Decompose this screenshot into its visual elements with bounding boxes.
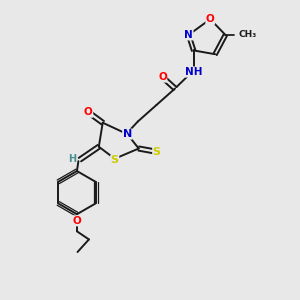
Text: O: O (73, 216, 81, 226)
Text: N: N (123, 129, 132, 139)
Text: CH₃: CH₃ (238, 30, 256, 39)
Text: N: N (184, 30, 193, 40)
Text: O: O (206, 14, 214, 24)
Text: O: O (84, 107, 93, 117)
Text: NH: NH (185, 67, 203, 77)
Text: S: S (111, 155, 119, 165)
Text: H: H (68, 154, 76, 164)
Text: S: S (153, 146, 161, 157)
Text: O: O (158, 72, 167, 82)
